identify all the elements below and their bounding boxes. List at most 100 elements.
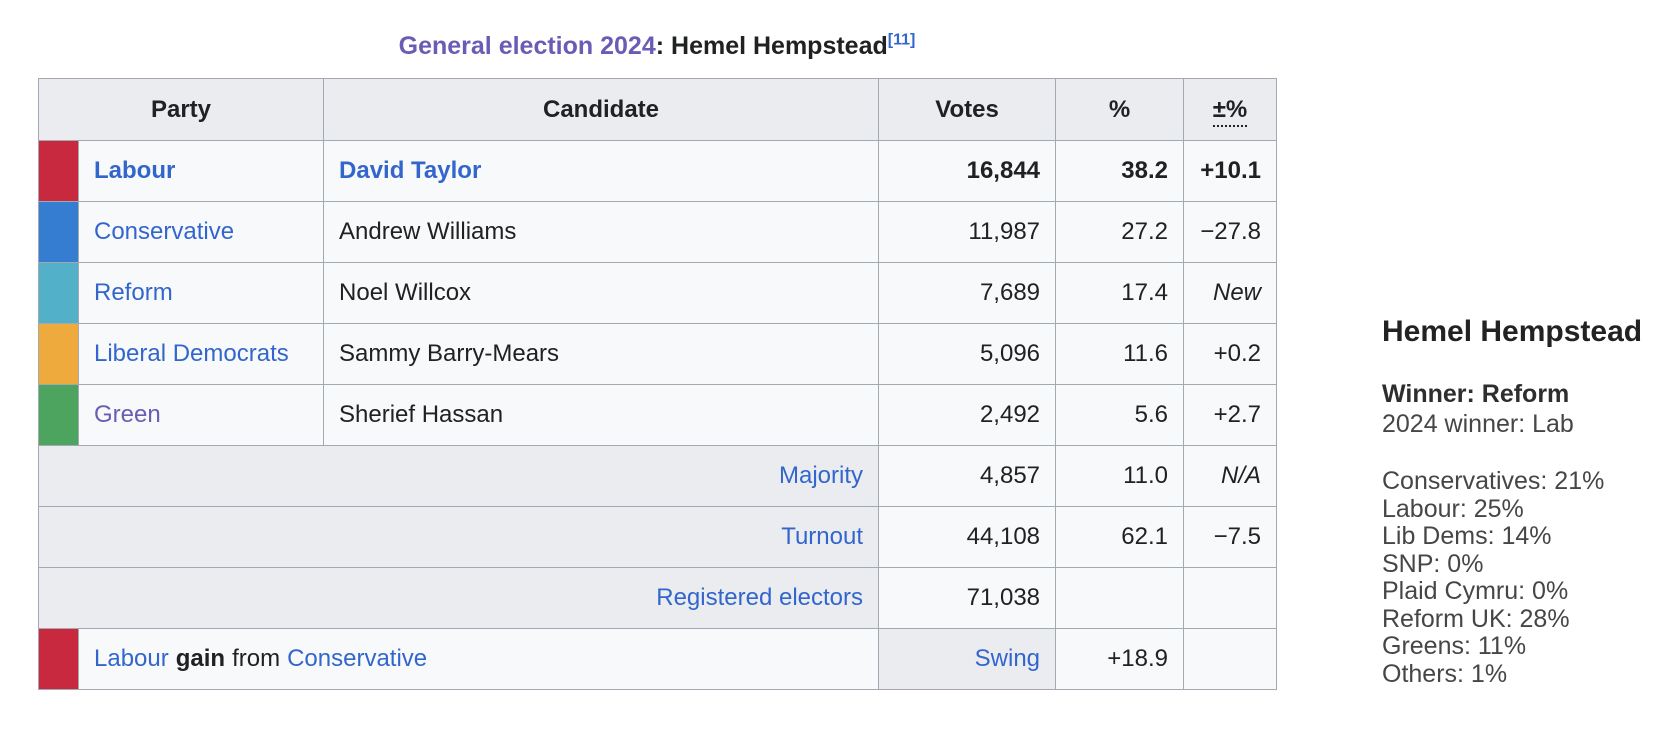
prediction-reform: Reform UK: 28%	[1382, 604, 1570, 633]
result-row-swing: Labour gain from Conservative Swing +18.9	[38, 628, 1278, 690]
change-cell: −27.8	[1183, 201, 1278, 263]
majority-percent: 11.0	[1055, 445, 1185, 507]
majority-link[interactable]: Majority	[779, 462, 864, 489]
party-cell: Labour	[77, 140, 325, 202]
table-row-conservative: Conservative Andrew Williams 11,987 27.2…	[38, 201, 1278, 263]
party-cell: Conservative	[77, 201, 325, 263]
swing-link[interactable]: Swing	[974, 645, 1041, 672]
constituency-side-panel: Hemel Hempstead Winner: Reform 2024 winn…	[1382, 315, 1676, 688]
percent-cell: 5.6	[1055, 384, 1185, 446]
labour-party-link[interactable]: Labour	[94, 157, 176, 184]
change-cell: +10.1	[1183, 140, 1278, 202]
percent-cell: 17.4	[1055, 262, 1185, 324]
prediction-greens: Greens: 11%	[1382, 632, 1527, 660]
votes-cell: 16,844	[878, 140, 1057, 202]
registered-electors-link[interactable]: Registered electors	[656, 584, 864, 611]
turnout-votes: 44,108	[878, 506, 1057, 568]
table-caption: General election 2024: Hemel Hempstead[1…	[38, 30, 1276, 62]
change-cell: +0.2	[1183, 323, 1278, 385]
gain-party-color-swatch	[38, 628, 79, 690]
majority-label-cell: Majority	[37, 445, 880, 507]
header-percent: %	[1055, 78, 1185, 141]
candidate-name: Andrew Williams	[339, 218, 517, 245]
gain-word: gain	[175, 645, 226, 672]
header-candidate: Candidate	[323, 78, 880, 141]
turnout-link[interactable]: Turnout	[781, 523, 864, 550]
summary-row-majority: Majority 4,857 11.0 N/A	[37, 445, 1278, 507]
summary-row-turnout: Turnout 44,108 62.1 −7.5	[37, 506, 1278, 568]
candidate-cell: Sammy Barry-Mears	[323, 323, 880, 385]
conservative-party-link[interactable]: Conservative	[94, 218, 235, 245]
majority-votes: 4,857	[878, 445, 1057, 507]
green-party-link[interactable]: Green	[94, 401, 161, 428]
from-word: from	[232, 645, 281, 672]
candidate-name: Sherief Hassan	[339, 401, 504, 428]
caption-constituency: Hemel Hempstead	[671, 32, 888, 60]
candidate-name: Noel Willcox	[339, 279, 472, 306]
swing-label-cell: Swing	[878, 628, 1057, 690]
prediction-conservatives: Conservatives: 21%	[1382, 467, 1605, 495]
candidate-link[interactable]: David Taylor	[339, 157, 482, 184]
election-2024-link[interactable]: General election 2024	[398, 32, 656, 60]
majority-change: N/A	[1183, 445, 1278, 507]
libdem-party-link[interactable]: Liberal Democrats	[94, 340, 289, 367]
table-row-green: Green Sherief Hassan 2,492 5.6 +2.7	[38, 384, 1278, 446]
reform-party-link[interactable]: Reform	[94, 279, 173, 306]
change-cell: New	[1183, 262, 1278, 324]
prediction-snp: SNP: 0%	[1382, 549, 1484, 578]
prediction-labour: Labour: 25%	[1382, 494, 1524, 523]
header-party: Party	[37, 78, 325, 141]
prediction-list: Conservatives: 21% Labour: 25% Lib Dems:…	[1382, 467, 1676, 688]
candidate-name: Sammy Barry-Mears	[339, 340, 560, 367]
table-row-libdem: Liberal Democrats Sammy Barry-Mears 5,09…	[38, 323, 1278, 385]
reference-sup: [11]	[888, 32, 916, 49]
side-panel-title: Hemel Hempstead	[1382, 315, 1643, 348]
prediction-others: Others: 1%	[1382, 659, 1508, 688]
turnout-percent: 62.1	[1055, 506, 1185, 568]
summary-row-electors: Registered electors 71,038	[37, 567, 1278, 629]
candidate-cell: Andrew Williams	[323, 201, 880, 263]
labour-color-swatch	[38, 140, 79, 202]
conservative-color-swatch	[38, 201, 79, 263]
candidate-cell: Sherief Hassan	[323, 384, 880, 446]
electors-label-cell: Registered electors	[37, 567, 880, 629]
swing-value: +18.9	[1055, 628, 1185, 690]
table-row-labour: Labour David Taylor 16,844 38.2 +10.1	[38, 140, 1278, 202]
candidate-cell: Noel Willcox	[323, 262, 880, 324]
change-cell: +2.7	[1183, 384, 1278, 446]
party-cell: Liberal Democrats	[77, 323, 325, 385]
votes-cell: 5,096	[878, 323, 1057, 385]
conservative-from-link[interactable]: Conservative	[287, 645, 428, 672]
turnout-label-cell: Turnout	[37, 506, 880, 568]
party-cell: Green	[77, 384, 325, 446]
electors-percent	[1055, 567, 1185, 629]
header-change: ±%	[1183, 78, 1278, 141]
winner-line: Winner: Reform	[1382, 380, 1570, 408]
labour-gain-link[interactable]: Labour	[94, 645, 169, 672]
party-cell: Reform	[77, 262, 325, 324]
percent-cell: 11.6	[1055, 323, 1185, 385]
table-row-reform: Reform Noel Willcox 7,689 17.4 New	[38, 262, 1278, 324]
prediction-plaid: Plaid Cymru: 0%	[1382, 577, 1569, 605]
reform-color-swatch	[38, 262, 79, 324]
election-results-table: Party Candidate Votes % ±% Labour David …	[37, 78, 1278, 690]
candidate-cell: David Taylor	[323, 140, 880, 202]
header-votes: Votes	[878, 78, 1057, 141]
libdem-color-swatch	[38, 323, 79, 385]
percent-cell: 27.2	[1055, 201, 1185, 263]
swing-change-empty	[1183, 628, 1278, 690]
votes-cell: 11,987	[878, 201, 1057, 263]
caption-separator: :	[655, 32, 672, 60]
gain-label-cell: Labour gain from Conservative	[77, 628, 880, 690]
green-color-swatch	[38, 384, 79, 446]
header-row: Party Candidate Votes % ±%	[37, 78, 1278, 141]
turnout-change: −7.5	[1183, 506, 1278, 568]
votes-cell: 7,689	[878, 262, 1057, 324]
reference-11-link[interactable]: [11]	[887, 31, 916, 49]
previous-winner-line: 2024 winner: Lab	[1382, 410, 1574, 438]
percent-cell: 38.2	[1055, 140, 1185, 202]
change-abbr[interactable]: ±%	[1212, 95, 1248, 127]
electors-change	[1183, 567, 1278, 629]
votes-cell: 2,492	[878, 384, 1057, 446]
prediction-libdems: Lib Dems: 14%	[1382, 522, 1552, 550]
